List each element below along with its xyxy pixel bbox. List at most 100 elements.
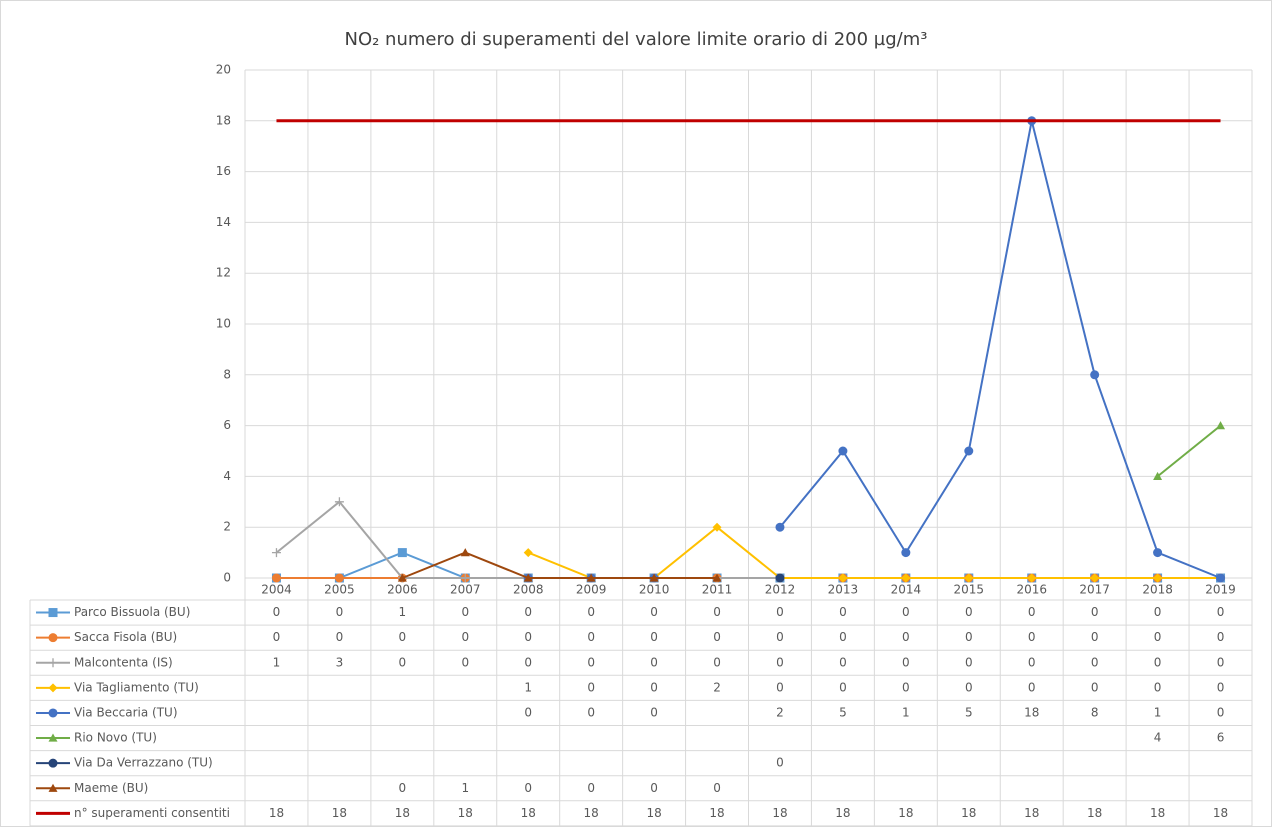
y-tick-label: 2	[223, 520, 231, 534]
x-tick-label: 2009	[576, 583, 607, 597]
legend-label: Parco Bissuola (BU)	[74, 605, 190, 619]
table-cell: 0	[776, 680, 784, 694]
table-cell: 0	[650, 630, 658, 644]
legend-label: Sacca Fisola (BU)	[74, 630, 177, 644]
marker	[1153, 471, 1163, 480]
marker	[712, 573, 722, 582]
table-cell: 0	[902, 630, 910, 644]
x-tick-label: 2016	[1016, 583, 1047, 597]
table-cell: 18	[1024, 806, 1039, 820]
marker	[460, 573, 470, 583]
y-tick-label: 4	[223, 469, 231, 483]
marker	[1153, 573, 1163, 583]
table-cell: 0	[839, 630, 847, 644]
table-cell: 2	[776, 705, 784, 719]
table-cell: 0	[461, 630, 469, 644]
table-cell: 0	[1217, 605, 1225, 619]
table-cell: 0	[273, 605, 281, 619]
marker	[460, 548, 470, 557]
legend-label: Via Tagliamento (TU)	[74, 680, 199, 694]
table-cell: 0	[1091, 605, 1099, 619]
legend-marker	[48, 733, 58, 742]
table-cell: 0	[587, 605, 595, 619]
table-cell: 0	[587, 655, 595, 669]
table-cell: 18	[1087, 806, 1102, 820]
table-cell: 0	[776, 630, 784, 644]
table-cell: 0	[461, 655, 469, 669]
x-tick-label: 2015	[954, 583, 985, 597]
legend-marker	[48, 608, 58, 618]
legend-marker	[48, 708, 58, 718]
y-tick-label: 20	[216, 63, 231, 77]
marker	[838, 573, 848, 583]
table-cell: 0	[587, 781, 595, 795]
table-cell: 0	[587, 630, 595, 644]
table-cell: 0	[902, 680, 910, 694]
table-cell: 0	[713, 781, 721, 795]
table-cell: 0	[650, 781, 658, 795]
table-cell: 0	[965, 680, 973, 694]
marker	[901, 548, 911, 558]
legend-label: Via Da Verrazzano (TU)	[74, 756, 213, 770]
series-line	[1156, 424, 1222, 478]
marker	[1216, 573, 1226, 583]
table-cell: 18	[772, 806, 787, 820]
table-cell: 18	[961, 806, 976, 820]
legend-marker	[48, 783, 58, 792]
y-tick-label: 16	[216, 164, 231, 178]
table-cell: 0	[965, 630, 973, 644]
x-tick-label: 2017	[1079, 583, 1110, 597]
table-cell: 0	[902, 655, 910, 669]
table-cell: 0	[399, 630, 407, 644]
legend-label: Maeme (BU)	[74, 781, 148, 795]
table-cell: 18	[584, 806, 599, 820]
x-tick-label: 2018	[1142, 583, 1173, 597]
table-cell: 18	[269, 806, 284, 820]
table-cell: 0	[273, 630, 281, 644]
table-cell: 0	[524, 655, 532, 669]
x-tick-label: 2008	[513, 583, 544, 597]
marker	[523, 573, 533, 582]
table-cell: 0	[650, 680, 658, 694]
marker	[964, 446, 974, 456]
table-cell: 0	[713, 655, 721, 669]
table-cell: 0	[650, 705, 658, 719]
table-cell: 18	[1213, 806, 1228, 820]
table-cell: 5	[839, 705, 847, 719]
marker	[334, 573, 344, 583]
marker	[775, 573, 785, 583]
table-cell: 0	[336, 630, 344, 644]
marker	[838, 446, 848, 456]
table-cell: 1	[273, 655, 281, 669]
x-tick-label: 2012	[765, 583, 796, 597]
marker	[397, 573, 407, 582]
marker	[523, 548, 533, 558]
marker	[649, 573, 659, 582]
table-cell: 1	[902, 705, 910, 719]
y-tick-label: 0	[223, 571, 231, 585]
table-cell: 0	[650, 655, 658, 669]
table-cell: 0	[399, 655, 407, 669]
table-cell: 0	[1154, 605, 1162, 619]
marker	[712, 522, 722, 532]
table-cell: 18	[835, 806, 850, 820]
table-cell: 0	[524, 705, 532, 719]
marker	[901, 573, 911, 583]
table-cell: 0	[524, 605, 532, 619]
table-cell: 0	[839, 680, 847, 694]
table-cell: 18	[521, 806, 536, 820]
table-cell: 0	[965, 605, 973, 619]
table-cell: 0	[336, 605, 344, 619]
marker	[775, 522, 785, 532]
x-tick-label: 2014	[891, 583, 922, 597]
x-tick-label: 2011	[702, 583, 733, 597]
x-tick-label: 2010	[639, 583, 670, 597]
table-cell: 1	[399, 605, 407, 619]
x-tick-label: 2006	[387, 583, 418, 597]
table-cell: 18	[332, 806, 347, 820]
y-tick-label: 6	[223, 418, 231, 432]
table-cell: 0	[1217, 655, 1225, 669]
marker	[1090, 370, 1100, 380]
x-tick-label: 2013	[828, 583, 859, 597]
